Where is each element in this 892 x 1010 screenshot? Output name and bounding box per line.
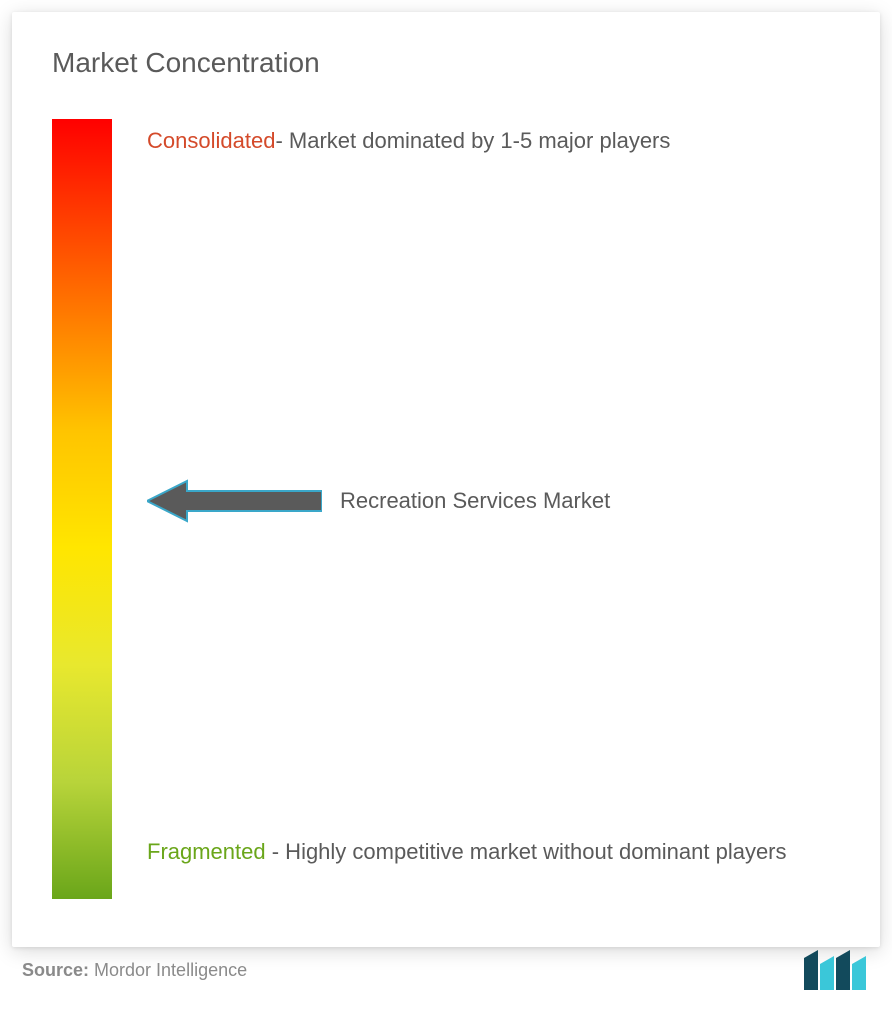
footer: Source: Mordor Intelligence <box>12 950 880 990</box>
arrow-shape <box>147 481 322 521</box>
labels-area: Consolidated- Market dominated by 1-5 ma… <box>147 119 840 909</box>
consolidated-label: Consolidated- Market dominated by 1-5 ma… <box>147 119 830 163</box>
market-pointer-label: Recreation Services Market <box>340 488 610 514</box>
logo-bars <box>804 950 866 990</box>
market-pointer: Recreation Services Market <box>147 477 610 525</box>
chart-card: Market Concentration Consolidated- Marke… <box>12 12 880 947</box>
fragmented-highlight: Fragmented <box>147 839 266 864</box>
chart-title: Market Concentration <box>52 47 840 79</box>
chart-content: Consolidated- Market dominated by 1-5 ma… <box>52 119 840 909</box>
source-attribution: Source: Mordor Intelligence <box>22 960 247 981</box>
source-label: Source: <box>22 960 89 980</box>
consolidated-highlight: Consolidated <box>147 128 275 153</box>
fragmented-label: Fragmented - Highly competitive market w… <box>147 830 830 874</box>
source-value: Mordor Intelligence <box>89 960 247 980</box>
arrow-left-icon <box>147 477 322 525</box>
mordor-logo-icon <box>800 950 870 990</box>
concentration-gradient-bar <box>52 119 112 899</box>
consolidated-desc: - Market dominated by 1-5 major players <box>275 128 670 153</box>
fragmented-desc: - Highly competitive market without domi… <box>266 839 787 864</box>
